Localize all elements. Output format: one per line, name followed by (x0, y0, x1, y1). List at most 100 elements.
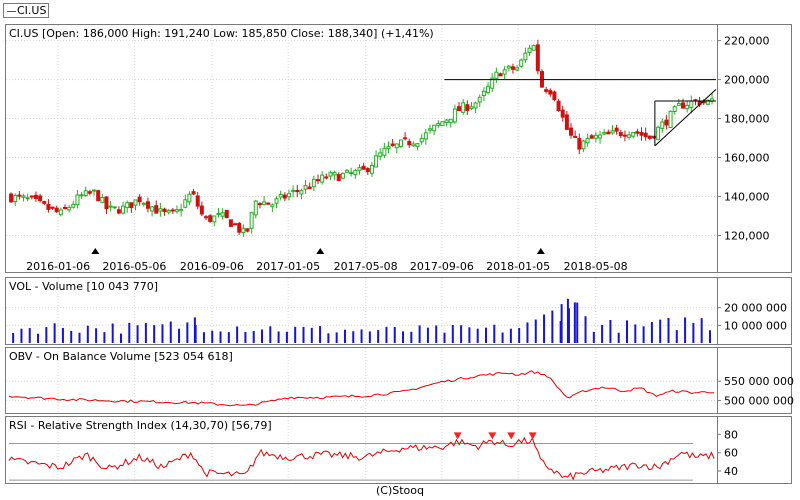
candle-body (394, 143, 399, 149)
candle-down (237, 221, 242, 235)
candle-body (154, 205, 159, 214)
candle-body (481, 90, 486, 96)
candle-up (249, 211, 254, 234)
candle-body (108, 205, 113, 208)
candle-down (639, 127, 644, 141)
candle-down (38, 193, 43, 203)
y-tick-label: 120,000 (724, 230, 770, 243)
candle-body (593, 134, 598, 139)
candle-down (199, 201, 204, 217)
candle-down (145, 197, 150, 213)
volume-bar (335, 332, 338, 343)
candle-up (141, 202, 146, 207)
pane-title-obv: OBV - On Balance Volume [523 054 618] (9, 350, 233, 363)
volume-bars (12, 298, 711, 343)
candle-body (121, 205, 126, 214)
volume-bar (402, 331, 405, 343)
signal-marker (91, 248, 100, 254)
candle-body (548, 90, 553, 95)
volume-bar (193, 317, 196, 343)
candle-body (527, 47, 532, 54)
candle-down (137, 193, 142, 206)
candle-down (510, 63, 515, 74)
candle-body (581, 140, 586, 150)
candle-up (212, 215, 217, 227)
candle-body (46, 204, 51, 210)
candle-body (324, 176, 329, 179)
candle-body (38, 195, 43, 202)
volume-bar (285, 331, 288, 343)
y-tick-label: 140,000 (724, 191, 770, 204)
candle-down (46, 199, 51, 213)
candle-body (262, 201, 267, 206)
volume-bar (244, 331, 247, 343)
candle-down (233, 222, 238, 226)
candle-down (643, 127, 648, 141)
candle-body (21, 195, 26, 198)
candle-up (125, 200, 130, 213)
candle-body (125, 202, 130, 209)
candle-up (423, 129, 428, 145)
candle-up (71, 200, 76, 209)
candle-down (635, 128, 640, 137)
volume-bar (37, 333, 40, 343)
volume-bar (128, 322, 131, 343)
volume-bar (700, 318, 703, 343)
volume-bar (53, 323, 56, 343)
trendline (654, 88, 717, 147)
candle-body (498, 73, 503, 77)
candle-down (577, 133, 582, 155)
volume-bar (161, 324, 164, 343)
candle-body (336, 174, 341, 182)
candle-body (486, 85, 491, 94)
volume-bar (634, 324, 637, 343)
candle-body (166, 209, 171, 213)
candle-down (129, 202, 134, 213)
x-gridlines (57, 25, 597, 483)
volume-bar (451, 324, 454, 343)
signal-marker (536, 248, 545, 254)
pane-title-price: CI.US [Open: 186,000 High: 191,240 Low: … (9, 27, 434, 40)
candle-up (598, 130, 603, 144)
candle-body (133, 199, 138, 206)
candle-down (307, 182, 312, 190)
candle-up (253, 199, 258, 219)
candle-down (407, 138, 412, 148)
candle-up (481, 86, 486, 102)
candle-up (13, 193, 18, 206)
candle-body (361, 165, 366, 170)
volume-bar (136, 325, 139, 343)
candle-up (585, 133, 590, 147)
candle-body (17, 194, 22, 197)
candle-body (390, 143, 395, 147)
volume-bar (119, 333, 122, 343)
candle-down (104, 196, 109, 214)
volume-bar (178, 328, 181, 343)
candle-up (378, 148, 383, 161)
candle-down (569, 122, 574, 139)
candle-up (353, 168, 358, 179)
candle-down (228, 219, 233, 227)
candle-body (96, 190, 101, 202)
candle-body (220, 212, 225, 217)
volume-bar (343, 329, 346, 343)
legend-tab[interactable]: CI.US (3, 3, 49, 18)
candle-body (75, 194, 80, 206)
volume-bar (410, 331, 413, 343)
volume-bar (543, 314, 546, 343)
volume-bar (642, 326, 645, 343)
candle-down (154, 200, 159, 214)
candle-down (282, 192, 287, 201)
candle-body (228, 219, 233, 227)
candle-up (469, 101, 474, 111)
volume-bar (501, 332, 504, 343)
candle-body (145, 201, 150, 209)
volume-bar (310, 327, 313, 343)
candle-body (440, 121, 445, 127)
candle-down (208, 214, 213, 223)
candle-body (452, 108, 457, 123)
candle-down (54, 205, 59, 213)
candle-body (158, 208, 163, 212)
x-tick-label: 2017-05-08 (334, 260, 398, 273)
